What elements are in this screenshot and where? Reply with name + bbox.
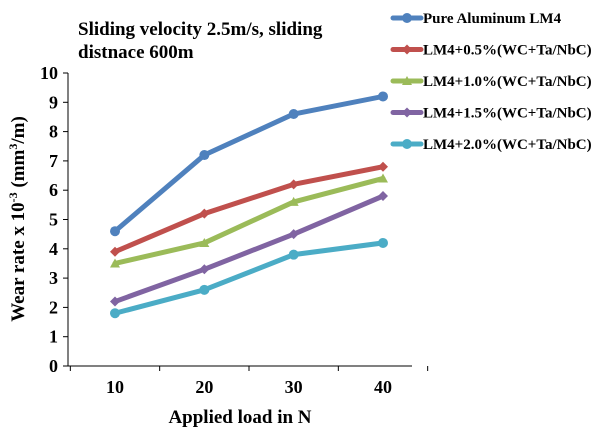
y-tick-label: 4 bbox=[49, 239, 58, 259]
legend-label: Pure Aluminum LM4 bbox=[423, 11, 562, 27]
data-point bbox=[377, 191, 388, 202]
legend-label: LM4+1.0%(WC+Ta/NbC) bbox=[423, 74, 592, 90]
data-point bbox=[110, 258, 120, 268]
data-point bbox=[288, 109, 299, 120]
legend-swatch-marker bbox=[402, 76, 412, 85]
y-tick-label: 0 bbox=[49, 356, 58, 376]
y-axis-title-unit-exponent: 3 bbox=[6, 144, 20, 150]
data-point bbox=[288, 179, 299, 190]
y-axis-title-prefix: Wear rate x 10 bbox=[8, 202, 29, 321]
plot-area: 0 1 2 3 4 5 6 7 8 9 10 10 20 30 40 bbox=[40, 63, 429, 397]
legend-item: LM4+0.5%(WC+Ta/NbC) bbox=[390, 43, 592, 59]
x-axis-ticks: 10 20 30 40 bbox=[69, 366, 429, 397]
legend-item: Pure Aluminum LM4 bbox=[390, 11, 562, 27]
legend-swatch-marker bbox=[402, 13, 412, 23]
chart-title: Sliding velocity 2.5m/s, sliding distnac… bbox=[78, 19, 323, 63]
series-1 bbox=[110, 91, 388, 237]
series-line bbox=[112, 193, 386, 305]
data-point bbox=[110, 296, 120, 307]
data-point bbox=[110, 308, 120, 319]
data-point bbox=[199, 150, 210, 161]
y-axis-title-exponent: -3 bbox=[6, 192, 20, 202]
legend-item: LM4+1.5%(WC+Ta/NbC) bbox=[390, 106, 592, 122]
x-axis-title: Applied load in N bbox=[168, 407, 311, 428]
data-point bbox=[199, 264, 210, 275]
series-3 bbox=[110, 173, 388, 268]
series-line bbox=[112, 175, 386, 266]
y-axis-ticks: 0 1 2 3 4 5 6 7 8 9 10 bbox=[40, 63, 68, 376]
legend-swatch-marker bbox=[402, 139, 412, 149]
data-point bbox=[199, 284, 210, 295]
y-tick-label: 8 bbox=[49, 122, 58, 142]
data-point bbox=[288, 196, 299, 206]
data-point bbox=[288, 229, 299, 240]
y-tick-label: 6 bbox=[49, 180, 58, 200]
legend-label: LM4+0.5%(WC+Ta/NbC) bbox=[423, 43, 592, 59]
legend-swatch-marker bbox=[402, 44, 412, 55]
y-tick-label: 3 bbox=[49, 268, 58, 288]
series-2 bbox=[110, 161, 388, 257]
legend-item: LM4+2.0%(WC+Ta/NbC) bbox=[390, 137, 592, 153]
legend-label: LM4+1.5%(WC+Ta/NbC) bbox=[423, 106, 592, 122]
data-point bbox=[377, 237, 388, 248]
series-line bbox=[112, 93, 386, 234]
data-point bbox=[288, 249, 299, 260]
data-point bbox=[377, 161, 388, 172]
series-5 bbox=[110, 237, 388, 319]
y-tick-label: 7 bbox=[49, 151, 58, 171]
series-4 bbox=[110, 191, 388, 307]
y-tick-label: 10 bbox=[40, 63, 58, 83]
data-point bbox=[377, 173, 388, 183]
data-point bbox=[377, 91, 388, 102]
x-tick-label: 30 bbox=[285, 377, 303, 397]
legend-swatch-marker bbox=[402, 107, 412, 118]
chart-title-line-2: distnace 600m bbox=[78, 42, 194, 63]
legend-item: LM4+1.0%(WC+Ta/NbC) bbox=[390, 74, 592, 90]
y-axis-title: Wear rate x 10-3 (mm3/m) bbox=[6, 116, 29, 322]
x-tick-label: 20 bbox=[195, 377, 213, 397]
y-tick-label: 9 bbox=[49, 92, 58, 112]
series-line bbox=[112, 240, 386, 316]
y-axis-title-unit: (mm bbox=[8, 149, 29, 192]
y-tick-label: 2 bbox=[49, 297, 58, 317]
y-tick-label: 5 bbox=[49, 210, 58, 230]
data-point bbox=[110, 226, 120, 237]
y-tick-label: 1 bbox=[49, 327, 58, 347]
data-point bbox=[110, 246, 120, 257]
legend: Pure Aluminum LM4 LM4+0.5%(WC+Ta/NbC) LM4+… bbox=[390, 11, 592, 153]
y-axis-title-unit-suffix: /m) bbox=[8, 116, 29, 144]
data-point bbox=[199, 208, 210, 219]
series-line bbox=[112, 164, 386, 255]
legend-label: LM4+2.0%(WC+Ta/NbC) bbox=[423, 137, 592, 153]
x-tick-label: 40 bbox=[374, 377, 392, 397]
x-tick-label: 10 bbox=[106, 377, 124, 397]
data-point bbox=[199, 237, 210, 247]
series-layer bbox=[110, 91, 388, 319]
chart-title-line-1: Sliding velocity 2.5m/s, sliding bbox=[78, 19, 323, 40]
